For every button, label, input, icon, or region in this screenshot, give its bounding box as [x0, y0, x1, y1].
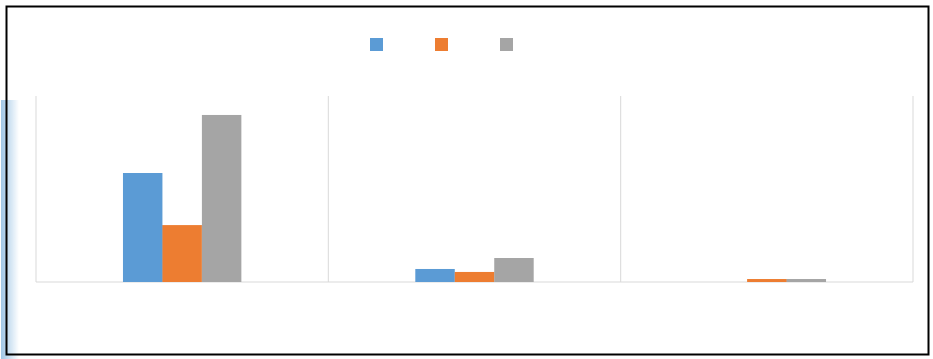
- bar: [201, 114, 242, 282]
- legend-swatch: [370, 38, 383, 51]
- chart-frame: [5, 5, 930, 356]
- bar: [415, 268, 455, 282]
- bar: [494, 258, 534, 282]
- bar: [162, 225, 202, 282]
- legend-swatch: [500, 38, 513, 51]
- legend-swatch: [435, 38, 448, 51]
- bar: [122, 173, 163, 282]
- bar: [747, 279, 787, 282]
- bar: [786, 279, 827, 282]
- bar: [454, 271, 495, 282]
- edge-shade: [1, 100, 19, 359]
